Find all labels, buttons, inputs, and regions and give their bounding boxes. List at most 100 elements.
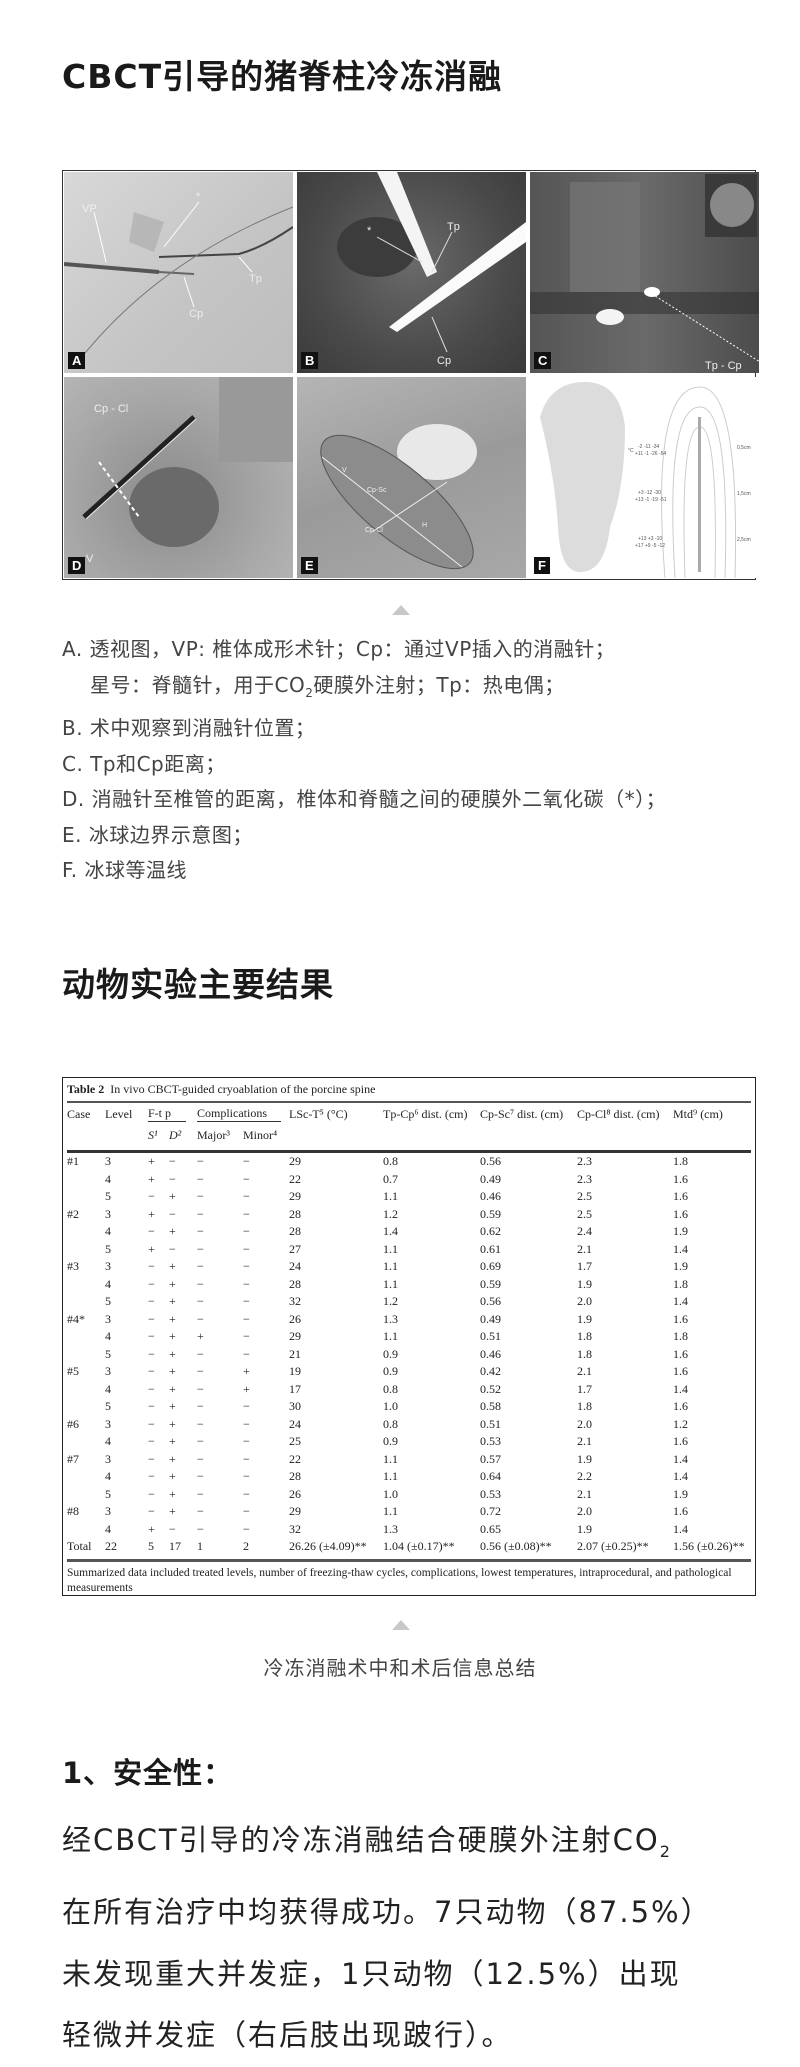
table-cell: 1.8: [673, 1276, 688, 1291]
panel-letter: C: [534, 352, 552, 369]
table-cell: −: [197, 1451, 204, 1466]
table-cell: 1.2: [383, 1206, 398, 1221]
table-cell: +: [169, 1311, 176, 1326]
table-cell: −: [197, 1469, 204, 1484]
table-cell: 28: [289, 1469, 301, 1484]
table-cell: −: [148, 1189, 155, 1204]
label-cp-cl: Cp - Cl: [94, 403, 128, 415]
table-cell: 1.1: [383, 1276, 398, 1291]
header-minor: Minor⁴: [243, 1127, 278, 1142]
table-cell: 3: [105, 1259, 111, 1274]
table-cell: 24: [289, 1259, 301, 1274]
table-cell: 2.1: [577, 1434, 592, 1449]
panel-f-image: °C -2 -11 -34 +11 -1 -26 -54 +3 -12 -30 …: [540, 382, 751, 578]
table-cell: 2.2: [577, 1469, 592, 1484]
table-cell: −: [148, 1346, 155, 1361]
table-cell: 1.0: [383, 1486, 398, 1501]
table-cell: −: [243, 1399, 250, 1414]
caption-line-d: D. 消融针至椎管的距离，椎体和脊髓之间的硬膜外二氧化碳（*）；: [62, 787, 667, 811]
caption-triangle-icon: [392, 605, 410, 615]
table-cell: 1.7: [577, 1381, 592, 1396]
header-mtd: Mtd⁹ (cm): [673, 1106, 723, 1121]
table-cell: 0.9: [383, 1346, 398, 1361]
table-cell: 2.3: [577, 1154, 592, 1169]
header-d: D²: [169, 1127, 182, 1142]
table-cell: +: [169, 1434, 176, 1449]
table-cell: 0.64: [480, 1469, 501, 1484]
caption-line-a2: 星号：脊髓针，用于CO2硬膜外注射；Tp：热电偶；: [62, 668, 666, 712]
label-vp: VP: [82, 203, 97, 215]
table-row: 4− + − −28 1.1 0.64 2.2 1.4: [67, 1468, 751, 1486]
table-cell: +: [148, 1521, 155, 1536]
table-cell: 0.51: [480, 1329, 501, 1344]
isotherm-row: +13 -1 -19 -51: [635, 497, 667, 503]
table-cell: 1.04 (±0.17)**: [383, 1539, 455, 1554]
table-cell: −: [197, 1241, 204, 1256]
table-row: #2 3 + − − −28 1.2 0.59 2.5 1.6: [67, 1206, 751, 1224]
header-major: Major³: [197, 1127, 230, 1142]
table-cell: 25: [289, 1434, 301, 1449]
table-cell: 4: [105, 1469, 111, 1484]
header-cpcl: Cp-Cl⁸ dist. (cm): [577, 1106, 660, 1121]
table-cell: 0.62: [480, 1224, 501, 1239]
table-cell: Total: [67, 1539, 92, 1554]
table-cell: 1.4: [673, 1451, 688, 1466]
table-cell: [67, 1433, 105, 1451]
table-cell: [67, 1223, 105, 1241]
table-cell: 2.0: [577, 1504, 592, 1519]
table-cell: [67, 1293, 105, 1311]
table-row: 5− + − −21 0.9 0.46 1.8 1.6: [67, 1346, 751, 1364]
table-cell: #1: [67, 1154, 79, 1169]
table-cell: 0.46: [480, 1346, 501, 1361]
table-row: 4− + + −29 1.1 0.51 1.8 1.8: [67, 1328, 751, 1346]
distance-label: 0,5cm: [737, 445, 751, 451]
table-cell: +: [148, 1241, 155, 1256]
table-cell: −: [197, 1399, 204, 1414]
table-row: 4 + − − −22 0.7 0.49 2.3 1.6: [67, 1171, 751, 1189]
table-cell: −: [243, 1206, 250, 1221]
table-row: 5− + − −30 1.0 0.58 1.8 1.6: [67, 1398, 751, 1416]
label-v: V: [86, 553, 94, 565]
table-cell: 5: [105, 1294, 111, 1309]
table-cell: 3: [105, 1206, 111, 1221]
table-cell: 1.4: [673, 1521, 688, 1536]
table-cell: 26: [289, 1311, 301, 1326]
table-title-text: In vivo CBCT-guided cryoablation of the …: [110, 1082, 376, 1096]
table-cell: 29: [289, 1329, 301, 1344]
table-cell: −: [243, 1154, 250, 1169]
panel-letter: E: [301, 557, 318, 574]
table-cell: 22: [289, 1451, 301, 1466]
table-cell: 1.6: [673, 1364, 688, 1379]
table-row: 4− + − −25 0.9 0.53 2.1 1.6: [67, 1433, 751, 1451]
table-cell: −: [243, 1224, 250, 1239]
header-tpcp: Tp-Cp⁶ dist. (cm): [383, 1106, 468, 1121]
table-cell: −: [197, 1189, 204, 1204]
header-level: Level: [105, 1106, 133, 1121]
table-cell: 0.9: [383, 1364, 398, 1379]
table-cell: 5: [105, 1486, 111, 1501]
table-cell: +: [197, 1329, 204, 1344]
table-cell: 1.4: [673, 1381, 688, 1396]
isotherm-row: +13 +3 -10: [638, 536, 662, 542]
table-row: 4 + − − −32 1.3 0.65 1.9 1.4: [67, 1521, 751, 1539]
table-cell: +: [169, 1329, 176, 1344]
table-cell: +: [169, 1276, 176, 1291]
label-cp: Cp: [437, 355, 451, 367]
table-cell: 29: [289, 1189, 301, 1204]
header-s: S¹: [148, 1127, 158, 1142]
table-cell: 2.07 (±0.25)**: [577, 1539, 649, 1554]
table-cell: −: [148, 1329, 155, 1344]
table-cell: −: [243, 1346, 250, 1361]
table-cell: −: [243, 1486, 250, 1501]
table-cell: 1.1: [383, 1504, 398, 1519]
unit-celsius: °C: [628, 448, 634, 454]
table-row: #3 3− + − −24 1.1 0.69 1.7 1.9: [67, 1258, 751, 1276]
table-cell: 28: [289, 1276, 301, 1291]
label-cp-sc: Cp-Sc: [367, 487, 387, 494]
table-cell: 0.53: [480, 1486, 501, 1501]
table-cell: −: [243, 1259, 250, 1274]
table-cell: 0.56 (±0.08)**: [480, 1539, 552, 1554]
table-cell: +: [169, 1381, 176, 1396]
table-cell: [67, 1468, 105, 1486]
table-cell: −: [148, 1434, 155, 1449]
